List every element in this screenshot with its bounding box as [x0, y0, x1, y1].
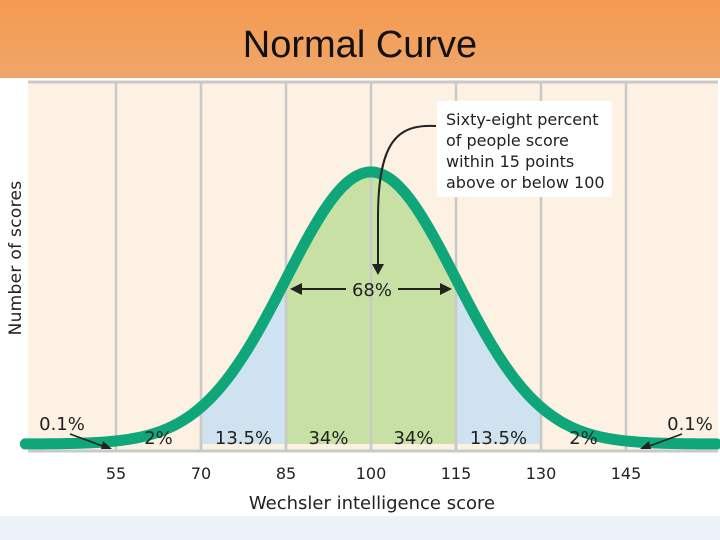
x-tick-label-145: 145 — [611, 464, 642, 483]
x-tick-label-115: 115 — [441, 464, 472, 483]
title-bar — [0, 0, 720, 78]
callout-box — [437, 101, 612, 197]
x-tick-label-130: 130 — [526, 464, 557, 483]
region-label-4: 34% — [393, 428, 433, 449]
region-label-5: 13.5% — [470, 428, 527, 449]
right-tail-arrowhead — [640, 441, 651, 449]
x-tick-label-55: 55 — [106, 464, 126, 483]
region-label-6: 2% — [569, 428, 598, 449]
region-label-3: 34% — [308, 428, 348, 449]
x-tick-label-70: 70 — [191, 464, 211, 483]
range-annotation-label: 68% — [352, 280, 392, 301]
slide-title: Normal Curve — [242, 24, 478, 66]
footer-strip — [0, 516, 720, 540]
left-tail-arrow — [69, 433, 109, 449]
normal-curve — [19, 166, 720, 450]
left-tail-arrowhead — [101, 441, 112, 449]
right-tail-arrow — [643, 433, 683, 449]
range-arrowhead-right — [440, 283, 452, 295]
callout-line-1: of people score — [446, 131, 569, 150]
callout-down-arrowhead — [372, 264, 384, 275]
callout-line-3: above or below 100 — [446, 173, 605, 192]
normal-curve-chart: 0.1% 2% 13.5% 34% 34% 13.5% 2% 0.1% 55 70 85 100 115… — [19, 80, 720, 514]
region-label-1: 2% — [144, 428, 173, 449]
callout-line-2: within 15 points — [446, 152, 574, 171]
y-axis-label: Number of scores — [6, 180, 26, 336]
region-label-0: 0.1% — [39, 414, 85, 435]
region-label-2: 13.5% — [215, 428, 272, 449]
callout-line-0: Sixty-eight percent — [446, 110, 599, 129]
x-tick-label-100: 100 — [356, 464, 387, 483]
region-label-7: 0.1% — [667, 414, 713, 435]
callout-curved-arrow — [377, 124, 437, 219]
x-axis-label: Wechsler intelligence score — [249, 493, 495, 514]
range-arrowhead-left — [290, 283, 302, 295]
x-tick-label-85: 85 — [276, 464, 296, 483]
